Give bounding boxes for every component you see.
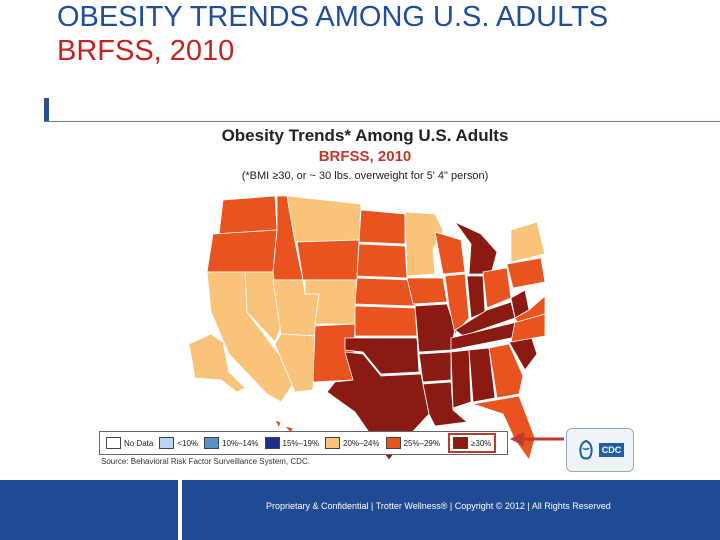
hhs-eagle-icon bbox=[579, 439, 593, 460]
cdc-logo: CDC bbox=[566, 428, 634, 472]
legend-swatch bbox=[452, 437, 468, 449]
state-kansas bbox=[354, 305, 418, 337]
legend-item-no-data: No Data bbox=[106, 437, 153, 449]
state-washington bbox=[218, 195, 278, 235]
state-georgia bbox=[488, 343, 524, 399]
map-note: (*BMI ≥30, or ~ 30 lbs. overweight for 5… bbox=[241, 170, 489, 182]
state-ohio bbox=[482, 267, 512, 309]
legend-item-25-29: 25%–29% bbox=[385, 437, 440, 449]
legend-swatch bbox=[204, 437, 220, 449]
state-alabama bbox=[468, 347, 496, 403]
legend-item-under-10: <10% bbox=[159, 437, 198, 449]
cdc-label: CDC bbox=[598, 443, 625, 457]
state-alaska bbox=[188, 333, 246, 393]
legend-label: 15%–19% bbox=[282, 438, 320, 448]
slide-title-line1: OBESITY TRENDS AMONG U.S. ADULTS bbox=[57, 1, 609, 33]
state-oregon bbox=[206, 229, 278, 273]
legend-item-10-14: 10%–14% bbox=[204, 437, 259, 449]
state-south-dakota bbox=[356, 243, 408, 279]
slide-title-line2: BRFSS, 2010 bbox=[57, 35, 235, 67]
state-arizona bbox=[274, 333, 316, 393]
legend-label: ≥30% bbox=[470, 438, 492, 448]
footer-bar bbox=[0, 480, 720, 540]
state-indiana bbox=[466, 275, 486, 319]
state-louisiana bbox=[422, 381, 468, 427]
state-nebraska bbox=[354, 277, 416, 307]
legend-item-30-plus: ≥30% bbox=[447, 433, 497, 453]
footer-separator bbox=[178, 480, 182, 540]
obesity-map-panel: Obesity Trends* Among U.S. Adults BRFSS,… bbox=[185, 122, 545, 477]
legend-label: 25%–29% bbox=[403, 438, 440, 448]
source-note: Source: Behavioral Risk Factor Surveilla… bbox=[101, 457, 310, 466]
state-new-york bbox=[510, 221, 545, 263]
legend-label: No Data bbox=[124, 438, 154, 448]
legend-label: <10% bbox=[177, 438, 199, 448]
legend-item-15-19: 15%–19% bbox=[264, 437, 320, 449]
map-title: Obesity Trends* Among U.S. Adults bbox=[221, 126, 509, 145]
map-legend: No Data <10% 10%–14% 15%–19% 20%–24% 25%… bbox=[99, 431, 508, 455]
us-map bbox=[188, 195, 545, 461]
legend-swatch bbox=[159, 437, 175, 449]
legend-label: 10%–14% bbox=[222, 438, 259, 448]
state-missouri bbox=[414, 303, 456, 353]
title-accent-bar bbox=[44, 98, 49, 122]
state-iowa bbox=[406, 277, 448, 305]
state-montana bbox=[286, 195, 362, 243]
state-nevada bbox=[244, 271, 282, 343]
red-arrow-icon bbox=[510, 432, 564, 446]
map-subtitle: BRFSS, 2010 bbox=[318, 148, 412, 165]
legend-item-20-24: 20%–24% bbox=[325, 437, 380, 449]
legend-swatch bbox=[325, 437, 341, 449]
legend-label: 20%–24% bbox=[343, 438, 380, 448]
state-wyoming bbox=[296, 239, 360, 281]
state-north-dakota bbox=[358, 209, 406, 245]
legend-swatch bbox=[264, 437, 280, 449]
state-pennsylvania bbox=[506, 257, 545, 289]
state-minnesota bbox=[404, 211, 444, 277]
title-accent-line bbox=[44, 121, 720, 122]
state-florida bbox=[472, 395, 536, 461]
footer-copyright: Proprietary & Confidential | Trotter Wel… bbox=[266, 501, 611, 511]
state-oklahoma bbox=[344, 337, 420, 375]
state-arkansas bbox=[418, 351, 452, 383]
state-wisconsin bbox=[434, 231, 466, 275]
state-mississippi bbox=[450, 349, 472, 409]
legend-swatch bbox=[385, 437, 401, 449]
slide-title: OBESITY TRENDS AMONG U.S. ADULTS BRFSS, … bbox=[57, 0, 657, 68]
state-virginia bbox=[514, 295, 545, 323]
legend-swatch bbox=[106, 437, 121, 449]
